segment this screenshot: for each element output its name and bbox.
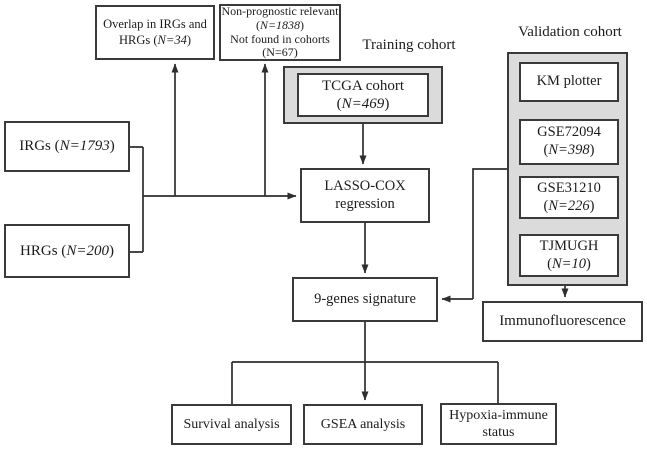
immunofluorescence-text: Immunofluorescence (499, 313, 626, 330)
survival-analysis-text: Survival analysis (183, 416, 280, 432)
gse72094-text-line1: GSE72094 (537, 124, 601, 141)
immunofluorescence-box: Immunofluorescence (482, 301, 643, 342)
tjmugh-text-line2: (N=10) (547, 255, 591, 272)
gse72094-text-line2: (N=398) (543, 142, 595, 158)
gse31210-text-line1: GSE31210 (537, 179, 601, 196)
non-prognostic-text-line1: Non-prognostic relevant (221, 4, 339, 19)
km-plotter-box: KM plotter (519, 62, 619, 102)
tjmugh-box: TJMUGH (N=10) (519, 234, 619, 277)
non-prognostic-box: Non-prognostic relevant (N=1838) Not fou… (219, 4, 341, 61)
tcga-text-line2: (N=469) (336, 96, 390, 112)
validation-cohort-label: Validation cohort (518, 24, 622, 40)
km-plotter-text: KM plotter (536, 73, 602, 90)
hypoxia-immune-status-box: Hypoxia-immune status (440, 403, 557, 445)
gsea-analysis-text: GSEA analysis (320, 416, 406, 432)
validation-cohort-container: KM plotter GSE72094 (N=398) GSE31210 (N=… (507, 52, 628, 286)
non-prognostic-text-line2: (N=1838) (255, 17, 305, 32)
tcga-cohort-container: TCGA cohort (N=469) (283, 66, 443, 124)
tjmugh-text-line1: TJMUGH (539, 237, 599, 254)
non-prognostic-text-line3: Not found in cohorts (230, 31, 330, 46)
overlap-text-line2: HRGs (N=34) (119, 32, 191, 47)
non-prognostic-text-line4: (N=67) (262, 45, 298, 60)
tcga-text-line1: TCGA cohort (321, 77, 405, 94)
irgs-text: IRGs (N=1793) (19, 138, 115, 155)
lasso-text-line2: regression (335, 195, 395, 212)
nine-genes-signature-text: 9-genes signature (314, 290, 416, 307)
survival-analysis-box: Survival analysis (171, 404, 292, 445)
overlap-text-line1: Overlap in IRGs and (103, 17, 207, 32)
hypoxia-text-line1: Hypoxia-immune (449, 407, 548, 423)
connector-validation-to-signature (472, 168, 507, 299)
overlap-box: Overlap in IRGs and HRGs (N=34) (95, 5, 215, 60)
nine-genes-signature-box: 9-genes signature (292, 277, 438, 322)
hypoxia-text-line2: status (482, 425, 515, 440)
hrgs-box: HRGs (N=200) (4, 224, 130, 278)
gse72094-box: GSE72094 (N=398) (519, 119, 619, 165)
irgs-box: IRGs (N=1793) (4, 121, 130, 172)
gsea-analysis-box: GSEA analysis (303, 404, 423, 445)
hrgs-text: HRGs (N=200) (20, 242, 114, 259)
lasso-cox-box: LASSO-COX regression (300, 168, 430, 223)
lasso-text-line1: LASSO-COX (324, 177, 406, 194)
gse31210-text-line2: (N=226) (543, 197, 595, 214)
tcga-cohort-box: TCGA cohort (N=469) (297, 73, 429, 117)
gse31210-box: GSE31210 (N=226) (519, 176, 619, 219)
training-cohort-label: Training cohort (362, 37, 456, 53)
connector-irgs-hrgs-bracket (130, 146, 144, 253)
